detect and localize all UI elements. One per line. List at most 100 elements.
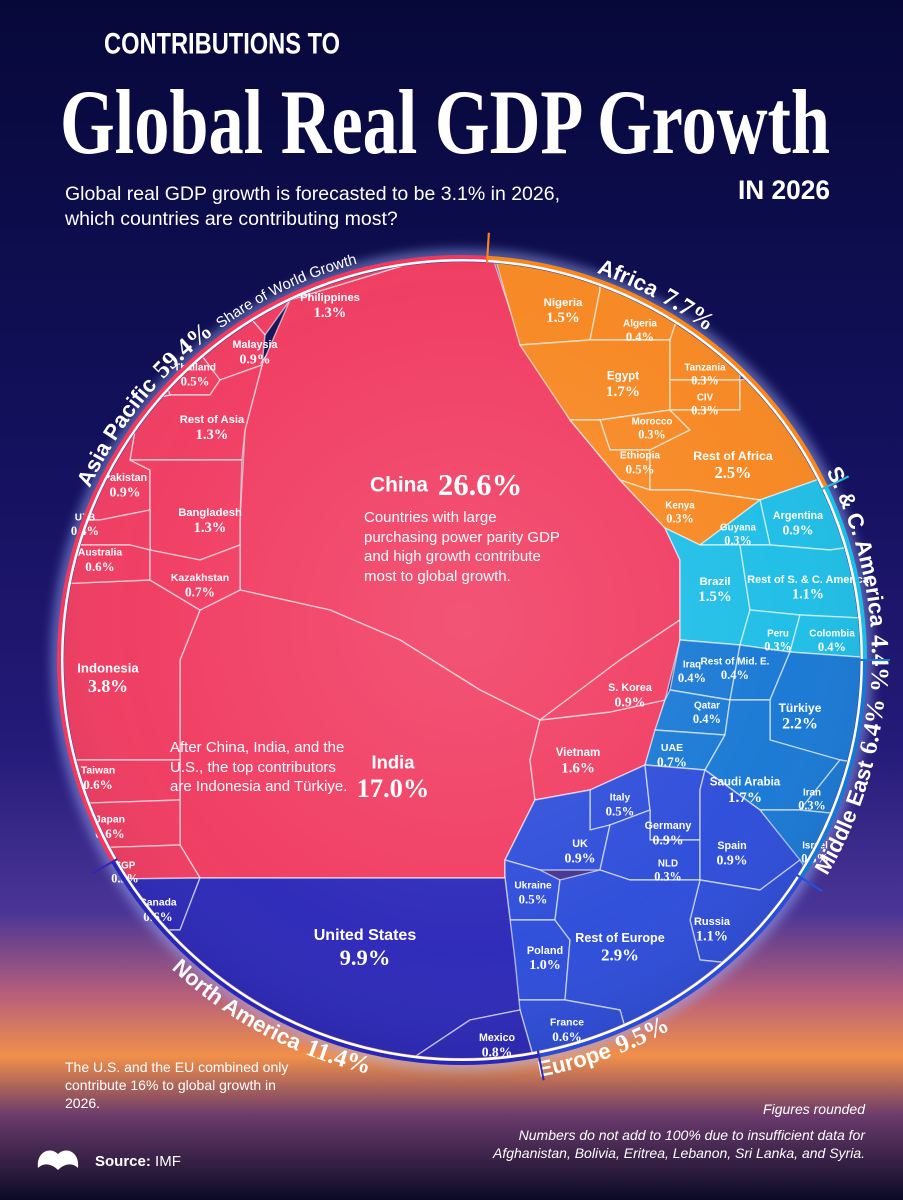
country-name: Guyana bbox=[720, 523, 756, 534]
kicker: CONTRIBUTIONS TO bbox=[104, 28, 340, 61]
country-name: Kenya bbox=[665, 501, 695, 512]
country-name: Indonesia bbox=[77, 661, 139, 676]
country-name: Peru bbox=[767, 629, 789, 640]
logo bbox=[37, 1150, 79, 1170]
country-name: Algeria bbox=[623, 319, 657, 330]
country-name: Iraq bbox=[683, 660, 701, 671]
country-value: 0.4% bbox=[626, 330, 654, 344]
country-value: 1.3% bbox=[194, 520, 227, 536]
country-value: 0.9% bbox=[109, 485, 140, 500]
country-name: Israel bbox=[802, 841, 828, 852]
logo-shape bbox=[37, 1150, 79, 1170]
country-value: 0.3% bbox=[798, 799, 825, 813]
country-name: Saudi Arabia bbox=[710, 776, 781, 789]
country-value: 0.5% bbox=[626, 462, 655, 476]
us-eu-note: The U.S. and the EU combined only contri… bbox=[65, 1059, 289, 1112]
country-name: Thailand bbox=[174, 363, 216, 374]
country-name: Canada bbox=[139, 898, 177, 909]
source-name: IMF bbox=[155, 1153, 181, 1170]
country-value: 0.9% bbox=[716, 853, 747, 868]
region-divider bbox=[485, 232, 490, 263]
country-name: Rest of Asia bbox=[180, 414, 245, 426]
country-value: 0.3% bbox=[764, 640, 791, 654]
country-name: SGP bbox=[115, 861, 136, 872]
country-value: 1.3% bbox=[196, 427, 229, 443]
country-name: Poland bbox=[527, 945, 563, 957]
country-value: 0.3% bbox=[691, 374, 718, 388]
country-value: 1.7% bbox=[606, 383, 640, 400]
country-name: Tanzania bbox=[684, 363, 726, 374]
country-name: Malaysia bbox=[233, 339, 279, 351]
country-value: 17.0% bbox=[357, 773, 430, 803]
country-name: Pakistan bbox=[103, 472, 147, 484]
title: Global Real GDP Growth bbox=[60, 71, 830, 173]
country-value: 3.8% bbox=[88, 676, 128, 696]
region-arc bbox=[57, 255, 488, 863]
country-name: Vietnam bbox=[556, 747, 601, 759]
country-value: 0.9% bbox=[782, 523, 813, 538]
country-name: Morocco bbox=[632, 417, 673, 428]
region-divider bbox=[821, 475, 850, 491]
country-name: Rest of Europe bbox=[575, 931, 664, 945]
region-divider bbox=[796, 874, 823, 893]
country-value: 0.6% bbox=[83, 777, 112, 792]
country-name: Taiwan bbox=[81, 766, 115, 777]
country-name: Bangladesh bbox=[178, 507, 242, 519]
country-value: 1.1% bbox=[792, 587, 824, 603]
country-name: Qatar bbox=[694, 701, 720, 712]
country-name: France bbox=[550, 1018, 584, 1029]
country-value: 1.6% bbox=[561, 760, 595, 776]
source: Source: IMF bbox=[95, 1152, 181, 1172]
country-name: Rest of Mid. E. bbox=[701, 657, 770, 668]
country-value: 0.3% bbox=[724, 534, 751, 548]
country-value: 0.9% bbox=[652, 833, 683, 848]
country-value: 0.6% bbox=[95, 826, 124, 841]
china-note: Countries with large purchasing power pa… bbox=[364, 509, 560, 585]
country-value: 0.7% bbox=[657, 754, 687, 769]
region-arc bbox=[824, 486, 867, 661]
country-value: 1.7% bbox=[728, 789, 762, 806]
country-name: Italy bbox=[610, 793, 631, 804]
country-name: Rest of Africa bbox=[693, 449, 773, 463]
country-name: Philippines bbox=[300, 292, 360, 304]
country-value: 2.9% bbox=[601, 946, 639, 965]
country-value: 0.9% bbox=[614, 695, 645, 710]
country-value: 0.8% bbox=[482, 1045, 513, 1060]
country-value: 1.0% bbox=[529, 958, 561, 973]
india-note: After China, India, and the U.S., the to… bbox=[170, 739, 348, 795]
country-value: 0.5% bbox=[519, 892, 548, 906]
country-name: Ukraine bbox=[514, 881, 552, 892]
country-name: Japan bbox=[95, 815, 125, 826]
country-name: Brazil bbox=[699, 576, 730, 588]
country-value: 2.5% bbox=[715, 463, 752, 482]
country-value: 0.7% bbox=[185, 584, 215, 599]
country-value: 1.3% bbox=[314, 305, 347, 321]
country-value: 1.5% bbox=[546, 310, 579, 326]
country-name: Spain bbox=[717, 840, 746, 852]
country-name: UAE bbox=[661, 742, 683, 754]
country-name: Egypt bbox=[607, 370, 639, 383]
country-value: 26.6% bbox=[438, 468, 522, 502]
country-name: China bbox=[370, 474, 428, 497]
footnote: Figures rounded bbox=[763, 1101, 865, 1117]
country-name: NLD bbox=[658, 859, 678, 870]
country-value: 0.4% bbox=[818, 640, 846, 654]
country-name: CIV bbox=[697, 393, 714, 404]
country-value: 1.1% bbox=[696, 929, 728, 945]
country-name: Kazakhstan bbox=[171, 572, 229, 584]
country-value: 0.4% bbox=[693, 712, 721, 726]
country-value: 0.6% bbox=[85, 559, 114, 574]
country-value: 0.3% bbox=[654, 870, 681, 884]
region-value: 4.4% bbox=[865, 634, 893, 692]
region-arc bbox=[487, 255, 828, 488]
country-value: 0.6% bbox=[552, 1029, 581, 1044]
country-name: Nigeria bbox=[544, 297, 583, 309]
subtitle: Global real GDP growth is forecasted to … bbox=[65, 183, 561, 231]
country-name: S. Korea bbox=[608, 682, 653, 694]
missing-data-note: Numbers do not add to 100% due to insuff… bbox=[493, 1127, 865, 1162]
year: IN 2026 bbox=[738, 175, 830, 205]
country-value: 0.4% bbox=[721, 668, 749, 682]
region-arc bbox=[799, 659, 867, 879]
